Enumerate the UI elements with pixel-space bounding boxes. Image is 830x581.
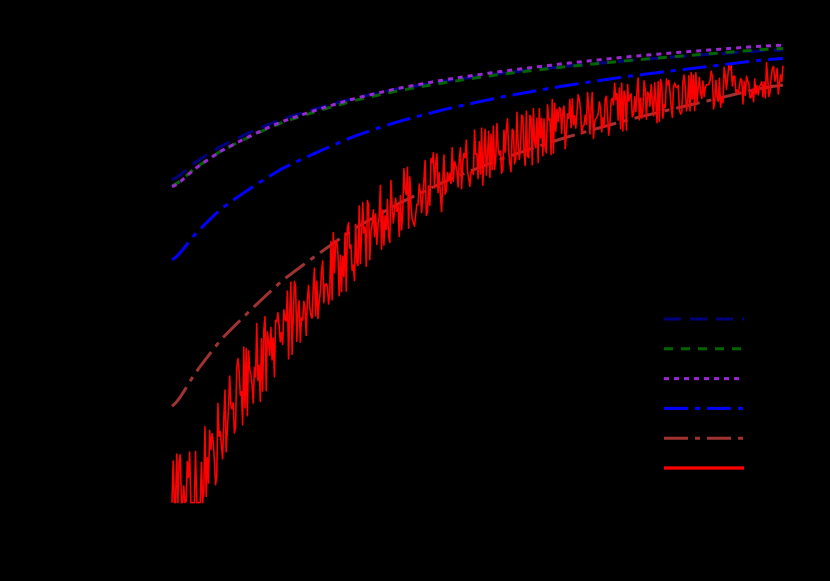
series-line-red-solid-noisy [171, 61, 784, 504]
series-line-blue-dashdot [171, 57, 784, 262]
legend-group[interactable] [664, 317, 744, 470]
axes-group [171, 30, 783, 506]
data-series-group [171, 43, 784, 504]
series-line-green-dashed [171, 47, 784, 188]
series-line-purple-dotted [171, 43, 784, 189]
